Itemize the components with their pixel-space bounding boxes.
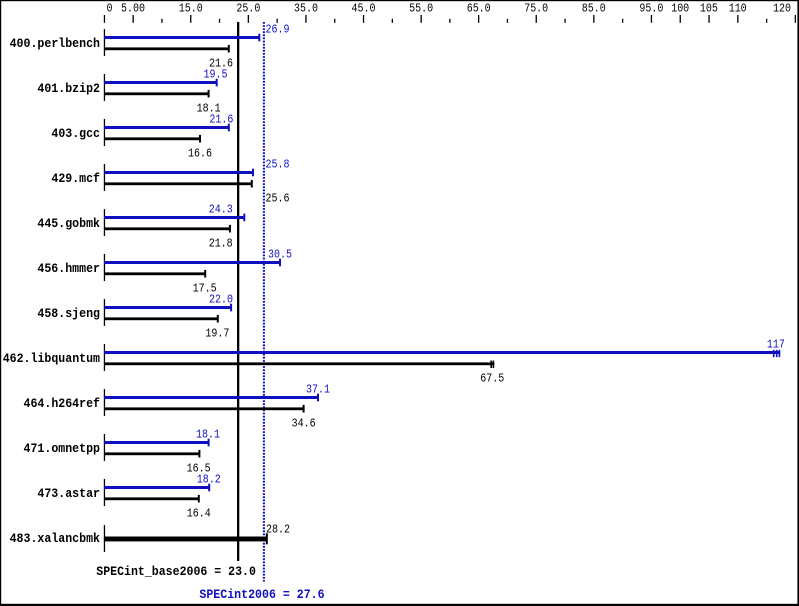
svg-text:462.libquantum: 462.libquantum bbox=[3, 351, 100, 366]
svg-text:19.7: 19.7 bbox=[205, 326, 229, 340]
svg-text:483.xalancbmk: 483.xalancbmk bbox=[10, 531, 101, 546]
svg-text:15.0: 15.0 bbox=[179, 1, 203, 15]
svg-text:24.3: 24.3 bbox=[209, 202, 233, 216]
svg-text:67.5: 67.5 bbox=[480, 371, 504, 385]
svg-text:445.gobmk: 445.gobmk bbox=[37, 216, 100, 231]
svg-text:25.6: 25.6 bbox=[266, 191, 290, 205]
svg-text:18.1: 18.1 bbox=[196, 427, 220, 441]
svg-text:18.2: 18.2 bbox=[197, 472, 221, 486]
svg-text:22.0: 22.0 bbox=[209, 292, 233, 306]
svg-text:0: 0 bbox=[107, 1, 113, 15]
svg-text:16.6: 16.6 bbox=[188, 146, 212, 160]
svg-text:85.0: 85.0 bbox=[582, 1, 606, 15]
svg-text:75.0: 75.0 bbox=[524, 1, 548, 15]
svg-text:SPECint_base2006 = 23.0: SPECint_base2006 = 23.0 bbox=[96, 564, 256, 579]
svg-text:120: 120 bbox=[773, 1, 791, 15]
svg-text:403.gcc: 403.gcc bbox=[51, 126, 100, 141]
svg-text:95.0: 95.0 bbox=[639, 1, 663, 15]
svg-text:21.8: 21.8 bbox=[209, 236, 233, 250]
svg-text:18.1: 18.1 bbox=[197, 101, 221, 115]
svg-text:110: 110 bbox=[729, 1, 747, 15]
svg-text:35.0: 35.0 bbox=[294, 1, 318, 15]
svg-text:400.perlbench: 400.perlbench bbox=[10, 36, 101, 51]
svg-text:5.00: 5.00 bbox=[121, 1, 145, 15]
svg-text:30.5: 30.5 bbox=[268, 247, 292, 261]
svg-text:28.2: 28.2 bbox=[266, 523, 290, 537]
svg-text:21.6: 21.6 bbox=[209, 112, 233, 126]
svg-text:21.6: 21.6 bbox=[209, 56, 233, 70]
svg-text:25.0: 25.0 bbox=[236, 1, 260, 15]
svg-text:34.6: 34.6 bbox=[292, 416, 316, 430]
svg-text:117: 117 bbox=[767, 337, 785, 351]
svg-text:55.0: 55.0 bbox=[409, 1, 433, 15]
svg-text:100: 100 bbox=[671, 1, 689, 15]
svg-text:45.0: 45.0 bbox=[352, 1, 376, 15]
svg-text:37.1: 37.1 bbox=[306, 382, 330, 396]
svg-text:SPECint2006 = 27.6: SPECint2006 = 27.6 bbox=[199, 587, 324, 602]
svg-text:16.5: 16.5 bbox=[187, 461, 211, 475]
svg-text:25.8: 25.8 bbox=[266, 157, 290, 171]
svg-text:105: 105 bbox=[700, 1, 718, 15]
svg-text:16.4: 16.4 bbox=[187, 506, 211, 520]
svg-text:429.mcf: 429.mcf bbox=[51, 171, 100, 186]
svg-text:17.5: 17.5 bbox=[193, 281, 217, 295]
svg-text:471.omnetpp: 471.omnetpp bbox=[24, 441, 101, 456]
svg-text:19.5: 19.5 bbox=[204, 67, 228, 81]
svg-text:401.bzip2: 401.bzip2 bbox=[37, 81, 100, 96]
svg-text:65.0: 65.0 bbox=[467, 1, 491, 15]
svg-text:473.astar: 473.astar bbox=[37, 486, 100, 501]
svg-text:456.hmmer: 456.hmmer bbox=[37, 261, 100, 276]
svg-text:458.sjeng: 458.sjeng bbox=[37, 306, 100, 321]
svg-text:26.9: 26.9 bbox=[266, 22, 290, 36]
svg-text:464.h264ref: 464.h264ref bbox=[24, 396, 101, 411]
